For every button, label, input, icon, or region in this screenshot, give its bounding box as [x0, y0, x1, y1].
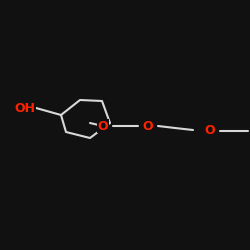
Text: OH: OH — [14, 102, 35, 114]
Text: O: O — [205, 124, 215, 138]
Text: O: O — [143, 120, 153, 132]
Text: O: O — [98, 120, 108, 132]
